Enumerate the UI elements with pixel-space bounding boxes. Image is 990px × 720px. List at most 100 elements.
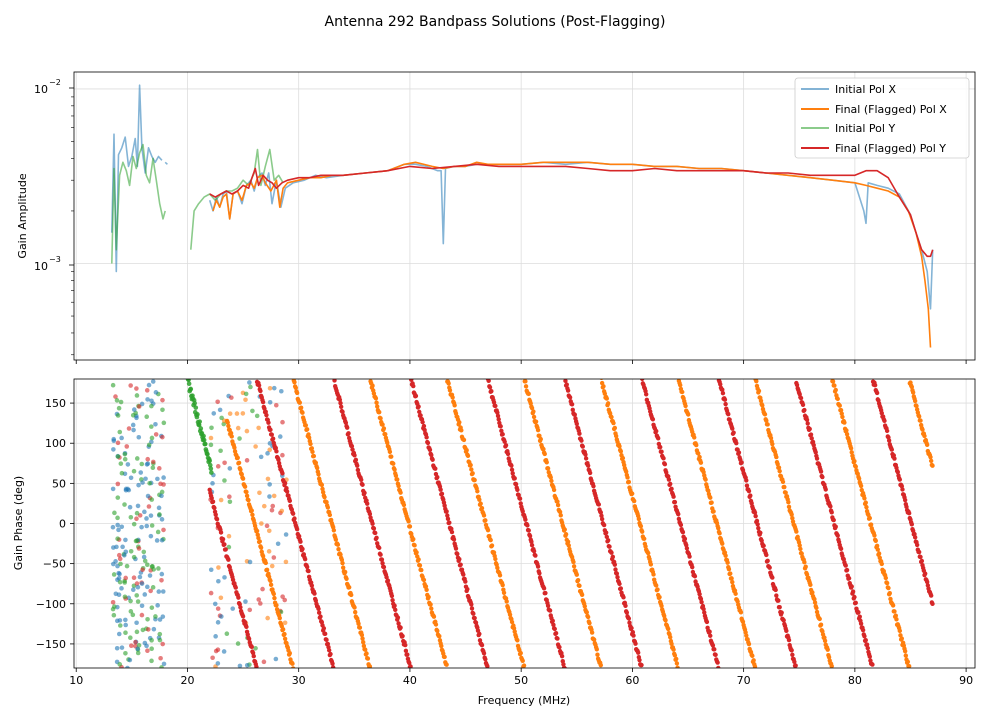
phase-point-final-y [577, 431, 582, 436]
phase-point-final-y [656, 436, 661, 441]
ytick-exponent: −2 [49, 78, 61, 87]
phase-point-final-y [900, 487, 905, 492]
phase-point-final-x [833, 387, 838, 393]
phase-point [149, 424, 154, 429]
phase-point-final-x [852, 459, 857, 464]
phase-point [145, 562, 150, 568]
phase-point-final-x [271, 591, 276, 597]
phase-point-final-x [780, 479, 786, 485]
amplitude-y-label: Gain Amplitude [16, 173, 29, 258]
phase-point [139, 524, 144, 530]
phase-point-final-x [520, 658, 525, 664]
phase-point-final-y [718, 382, 723, 387]
phase-point-final-x [916, 414, 922, 419]
phase-point-final-y [418, 413, 423, 418]
phase-point-final-x [240, 476, 246, 481]
phase-point-final-x [768, 435, 774, 441]
phase-point [127, 657, 133, 663]
phase-point-final-x [655, 587, 660, 592]
phase-point-final-x [720, 541, 725, 546]
phase-point [131, 521, 137, 527]
phase-point-final-x [701, 469, 706, 475]
phase-point-final-x [887, 591, 892, 596]
phase-point [234, 411, 240, 416]
phase-point [243, 599, 248, 604]
phase-point-final-x [428, 602, 433, 607]
phase-point-final-x [782, 484, 787, 490]
phase-point-final-x [697, 454, 702, 460]
phase-point-final-y [708, 633, 713, 638]
phase-point [157, 637, 163, 643]
phase-point-final-x [728, 571, 733, 576]
phase-point [146, 627, 151, 632]
phase-point [157, 617, 163, 622]
phase-point-final-y [557, 644, 562, 650]
phase-point [160, 407, 165, 413]
phase-point [118, 399, 124, 405]
phase-point [115, 481, 121, 487]
phase-point-final-y [550, 618, 555, 624]
legend-label: Final (Flagged) Pol Y [835, 142, 946, 155]
phase-point-final-x [475, 489, 480, 494]
phase-point [144, 388, 150, 393]
phase-point-final-y [627, 620, 632, 625]
phase-point [159, 493, 164, 499]
phase-point [123, 622, 129, 628]
y-tick-label: −150 [36, 638, 66, 651]
phase-point-final-x [495, 565, 500, 571]
phase-point [130, 422, 136, 428]
phase-point-final-x [662, 613, 667, 619]
phase-point-final-x [322, 494, 327, 500]
phase-point-final-y [669, 486, 674, 492]
phase-point [116, 527, 121, 533]
phase-point-final-x [875, 547, 880, 552]
phase-point [244, 662, 250, 668]
phase-point-final-x [387, 449, 393, 455]
phase-point-final-x [903, 653, 909, 658]
phase-point-final-y [661, 456, 666, 461]
phase-point-final-y [704, 619, 710, 625]
phase-point-final-y [292, 516, 297, 521]
phase-point [151, 626, 157, 632]
phase-point-final-y [850, 589, 856, 594]
phase-point-final-x [416, 557, 421, 562]
phase-point-final-x [353, 609, 358, 615]
phase-point-final-y [886, 438, 892, 443]
phase-point [147, 573, 153, 578]
phase-point-final-x [309, 446, 315, 451]
phase-point-final-x [835, 396, 840, 402]
legend-entry-initial-y: Initial Pol Y [801, 122, 895, 135]
phase-point-final-x [439, 643, 444, 649]
phase-point [150, 459, 156, 465]
phase-point-final-x [804, 572, 810, 577]
phase-point-final-y [240, 614, 246, 619]
phase-point [160, 589, 166, 594]
phase-point [208, 567, 214, 573]
figure-title: Antenna 292 Bandpass Solutions (Post-Fla… [325, 14, 666, 30]
phase-point-final-y [429, 452, 434, 458]
phase-point-final-y [276, 457, 281, 462]
phase-point-final-x [236, 460, 242, 465]
phase-point-final-y [924, 579, 930, 585]
phase-point [116, 552, 122, 558]
phase-point-final-x [636, 516, 642, 522]
phase-point-final-y [316, 606, 321, 612]
phase-point-final-x [300, 410, 305, 415]
phase-point [115, 536, 120, 542]
phase-point [148, 513, 154, 518]
phase-point [142, 592, 148, 597]
phase-point [149, 403, 154, 409]
phase-point-final-x [364, 651, 369, 656]
phase-point-final-y [258, 388, 263, 394]
phase-point-final-x [348, 592, 354, 598]
phase-point-final-y [591, 483, 596, 489]
phase-point-final-x [225, 420, 230, 425]
phase-point-final-x [250, 512, 255, 517]
amplitude-grid [74, 72, 975, 360]
phase-point-final-x [877, 555, 882, 560]
phase-point-final-y [547, 608, 553, 613]
phase-point-final-y [500, 432, 505, 437]
phase-point-final-x [442, 654, 447, 660]
phase-point [128, 383, 133, 388]
